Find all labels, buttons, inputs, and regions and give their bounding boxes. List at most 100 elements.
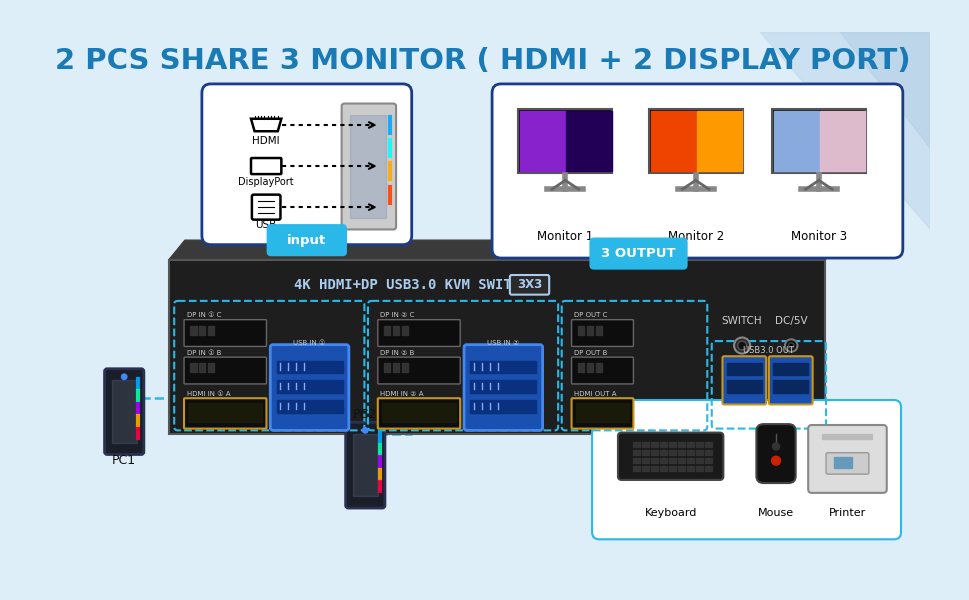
Bar (586, 326, 592, 335)
FancyBboxPatch shape (184, 398, 266, 428)
FancyBboxPatch shape (648, 109, 742, 173)
Text: PC2: PC2 (353, 408, 377, 421)
Bar (470, 400, 536, 413)
Bar (208, 364, 214, 373)
Bar (188, 403, 262, 422)
Bar (686, 458, 693, 463)
Circle shape (121, 374, 127, 379)
Text: DP IN ② B: DP IN ② B (380, 350, 415, 356)
FancyBboxPatch shape (591, 400, 900, 539)
FancyBboxPatch shape (571, 398, 633, 428)
Bar (650, 466, 658, 472)
Circle shape (788, 343, 793, 348)
Text: USB3.0 OUT: USB3.0 OUT (742, 346, 794, 355)
FancyBboxPatch shape (184, 320, 266, 346)
FancyBboxPatch shape (571, 357, 633, 384)
Text: PC1: PC1 (112, 454, 136, 467)
Bar (773, 111, 819, 172)
Bar (586, 364, 592, 373)
Text: HDMI IN ② A: HDMI IN ② A (380, 391, 423, 397)
FancyBboxPatch shape (510, 275, 548, 295)
FancyBboxPatch shape (589, 238, 687, 269)
Bar (392, 364, 399, 373)
Bar (686, 466, 693, 472)
Bar (641, 442, 648, 448)
FancyBboxPatch shape (377, 357, 459, 384)
Circle shape (734, 338, 749, 353)
FancyBboxPatch shape (571, 320, 633, 346)
Bar (633, 450, 640, 455)
FancyBboxPatch shape (491, 84, 902, 258)
Text: HDMI: HDMI (252, 136, 280, 146)
Bar (650, 442, 658, 448)
Bar (726, 362, 761, 375)
FancyBboxPatch shape (202, 84, 411, 245)
Bar (772, 362, 807, 375)
Bar (677, 450, 684, 455)
Bar (633, 466, 640, 472)
FancyBboxPatch shape (826, 452, 868, 474)
Bar (641, 466, 648, 472)
Text: DP OUT B: DP OUT B (574, 350, 607, 356)
FancyBboxPatch shape (184, 357, 266, 384)
Bar (650, 458, 658, 463)
Bar (669, 450, 675, 455)
Bar (276, 361, 342, 373)
Bar (353, 434, 377, 496)
FancyBboxPatch shape (377, 398, 459, 428)
Bar (595, 364, 602, 373)
Bar (686, 442, 693, 448)
FancyBboxPatch shape (768, 356, 812, 404)
Polygon shape (169, 240, 840, 260)
Bar (190, 364, 197, 373)
Bar (566, 111, 611, 172)
Bar (190, 326, 197, 335)
Bar (576, 403, 628, 422)
Text: 3X3: 3X3 (516, 278, 542, 292)
Bar (696, 111, 741, 172)
FancyBboxPatch shape (756, 424, 795, 483)
FancyBboxPatch shape (345, 422, 385, 508)
FancyBboxPatch shape (463, 344, 542, 430)
Bar (470, 361, 536, 373)
Text: 2 PCS SHARE 3 MONITOR ( HDMI + 2 DISPLAY PORT): 2 PCS SHARE 3 MONITOR ( HDMI + 2 DISPLAY… (55, 47, 910, 74)
FancyBboxPatch shape (169, 260, 825, 434)
FancyBboxPatch shape (617, 433, 723, 480)
Circle shape (362, 428, 367, 433)
Bar (703, 458, 711, 463)
Bar (382, 403, 455, 422)
Bar (519, 111, 565, 172)
Text: Mouse: Mouse (757, 508, 794, 518)
Bar (695, 450, 703, 455)
FancyBboxPatch shape (341, 104, 395, 229)
Bar (819, 111, 864, 172)
FancyBboxPatch shape (266, 224, 347, 256)
Bar (633, 458, 640, 463)
Bar (199, 364, 205, 373)
Text: HDMI IN ① A: HDMI IN ① A (186, 391, 230, 397)
Circle shape (736, 341, 746, 350)
FancyBboxPatch shape (270, 344, 349, 430)
Bar (822, 434, 871, 439)
Bar (772, 380, 807, 393)
Bar (695, 458, 703, 463)
Bar (650, 111, 696, 172)
Text: Monitor 3: Monitor 3 (790, 230, 846, 243)
Bar (384, 364, 390, 373)
Text: DP OUT C: DP OUT C (574, 312, 607, 318)
Bar (641, 458, 648, 463)
Bar (595, 326, 602, 335)
Bar (392, 326, 399, 335)
Text: HDMI OUT A: HDMI OUT A (574, 391, 616, 397)
Bar (833, 457, 851, 468)
Bar (650, 450, 658, 455)
Text: DP IN ② C: DP IN ② C (380, 312, 415, 318)
Bar (633, 442, 640, 448)
Bar (276, 380, 342, 393)
Bar (659, 450, 667, 455)
Text: input: input (287, 233, 327, 247)
Bar (578, 364, 583, 373)
Text: USB IN ②: USB IN ② (486, 340, 519, 346)
Text: DC/5V: DC/5V (774, 316, 806, 326)
Bar (401, 364, 408, 373)
